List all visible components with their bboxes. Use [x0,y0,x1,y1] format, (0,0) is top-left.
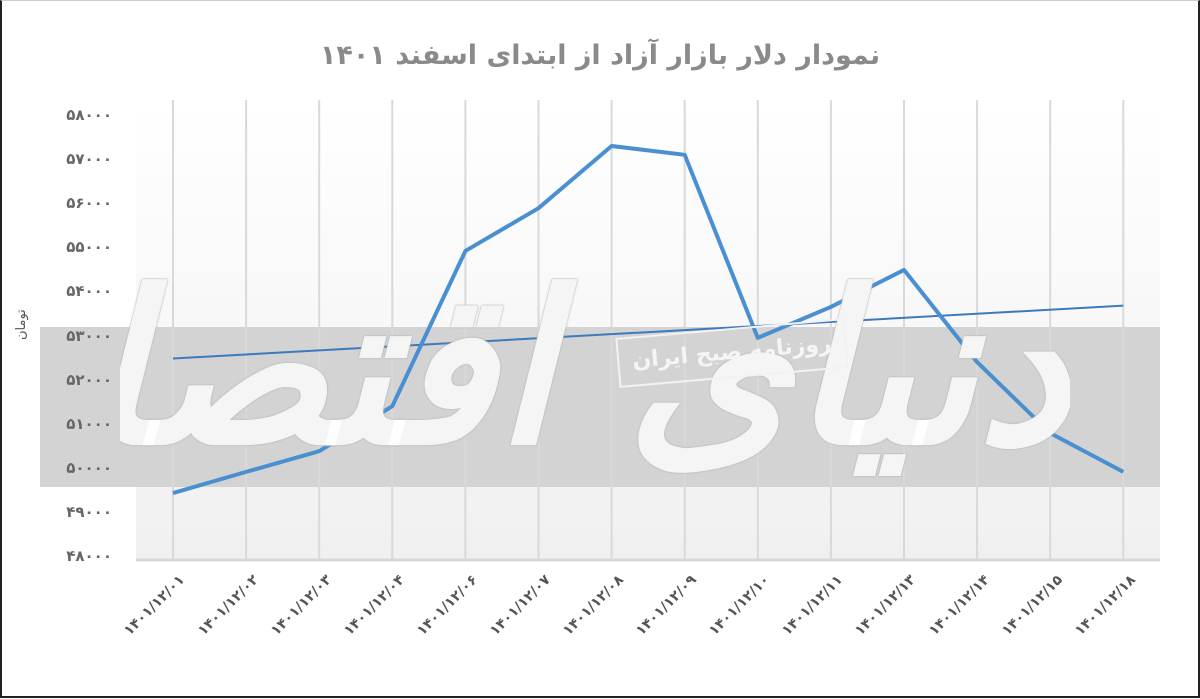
y-tick-label: ۵۶۰۰۰ [66,194,112,213]
y-tick-label: ۵۵۰۰۰ [66,238,112,257]
y-tick-label: ۵۷۰۰۰ [66,150,112,169]
y-tick-label: ۴۹۰۰۰ [66,502,112,521]
y-tick-label: ۵۲۰۰۰ [66,370,112,389]
price-line [172,143,1125,495]
watermark-band [40,327,1160,487]
trendline [172,304,1124,360]
chart-title: نمودار دلار بازار آزاد از ابتدای اسفند ۱… [319,40,881,71]
y-tick-label: ۵۸۰۰۰ [66,106,112,124]
brand-watermark: دنیای اقتصاد [120,247,1070,492]
y-axis-label: تومان [14,309,29,340]
y-tick-label: ۵۴۰۰۰ [66,282,112,301]
y-tick-label: ۴۸۰۰۰ [66,547,112,565]
y-tick-label: ۵۰۰۰۰ [66,458,112,477]
y-tick-label: ۵۳۰۰۰ [66,326,112,345]
y-tick-label: ۵۱۰۰۰ [66,414,112,433]
